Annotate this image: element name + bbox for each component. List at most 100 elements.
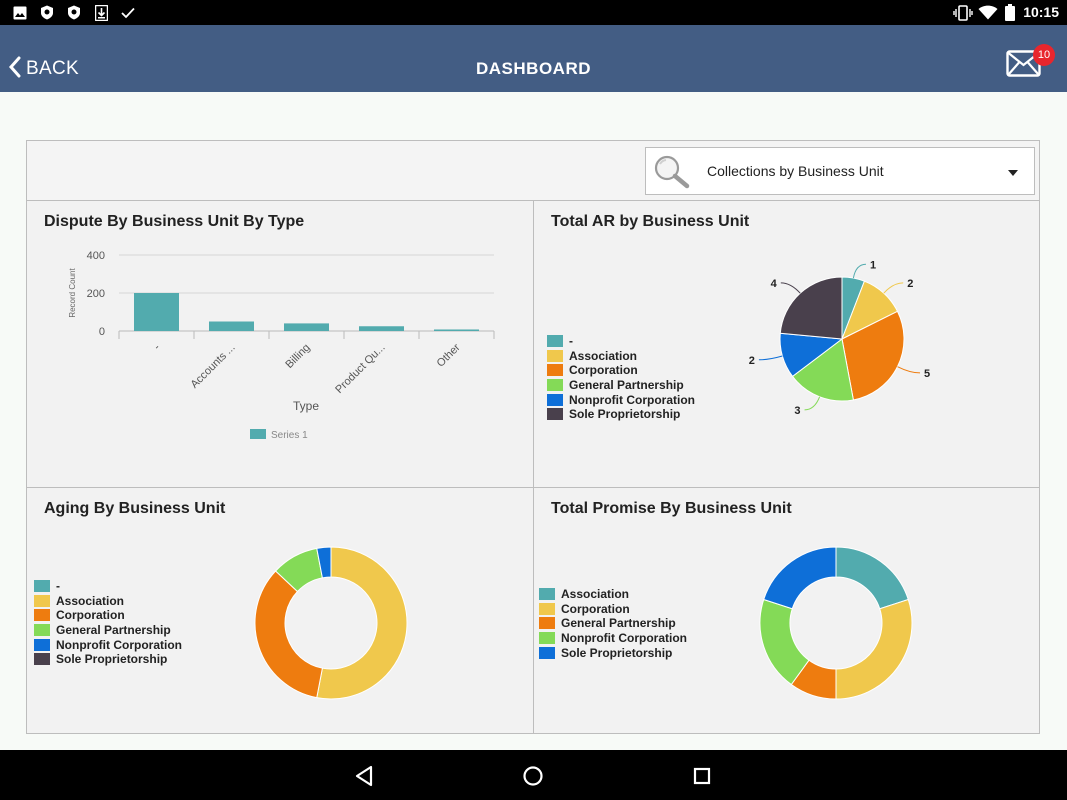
back-label: BACK — [26, 58, 79, 79]
legend-label: Nonprofit Corporation — [561, 631, 687, 646]
dispute-chart-card: Dispute By Business Unit By Type 0 200 400… — [27, 201, 533, 487]
legend-item: Corporation — [547, 363, 695, 378]
legend-item: General Partnership — [547, 378, 695, 393]
legend-swatch — [34, 594, 50, 607]
legend-label: Association — [56, 593, 125, 608]
pie-slice — [779, 276, 843, 340]
bar — [209, 321, 254, 331]
chart-legend: Association Corporation General Partnershi… — [539, 587, 687, 660]
leader-line — [897, 366, 921, 374]
pie-slice — [835, 598, 913, 700]
home-circle-icon[interactable] — [520, 763, 546, 789]
app-bar: BACK DASHBOARD — [0, 25, 1067, 92]
check-icon — [120, 4, 136, 21]
legend-swatch — [539, 617, 555, 630]
status-time: 10:15 — [1023, 4, 1059, 20]
pie-slice — [316, 546, 332, 579]
promise-chart-card: Total Promise By Business Unit Associati… — [534, 488, 1040, 774]
legend-item: Association — [547, 349, 695, 364]
legend-item: Nonprofit Corporation — [547, 392, 695, 407]
data-label: 2 — [907, 278, 913, 290]
notification-badge: 10 — [1033, 44, 1055, 66]
dashboard-selector[interactable]: Collections by Business Unit — [645, 147, 1035, 195]
x-tick-label: Accounts ... — [188, 342, 237, 391]
aging-chart-card: Aging By Business Unit - Association Corpo… — [27, 488, 533, 774]
legend-label: Corporation — [561, 601, 630, 616]
y-tick-label: 200 — [87, 288, 105, 300]
legend-item: General Partnership — [539, 616, 687, 631]
wifi-icon — [978, 4, 998, 21]
legend-label: Corporation — [56, 608, 125, 623]
search-icon — [652, 154, 692, 194]
shield-icon — [66, 4, 82, 21]
battery-icon — [1004, 4, 1016, 21]
download-icon — [93, 4, 109, 21]
data-label: 1 — [870, 259, 876, 271]
divider — [27, 487, 1039, 488]
legend-swatch — [34, 653, 50, 666]
promise-donut-chart — [759, 546, 913, 700]
shield-icon — [39, 4, 55, 21]
legend-swatch — [539, 588, 555, 601]
pie-slice — [841, 310, 905, 401]
dashboard-panel: Collections by Business Unit Dispute By … — [26, 140, 1040, 734]
back-triangle-icon[interactable] — [352, 763, 378, 789]
legend-swatch — [539, 646, 555, 659]
legend-swatch — [34, 638, 50, 651]
legend-item: Association — [539, 587, 687, 602]
selector-value: Collections by Business Unit — [707, 163, 884, 179]
leader-line — [758, 355, 783, 361]
data-label: 3 — [794, 405, 800, 417]
page-title: DASHBOARD — [476, 59, 591, 78]
legend-label: General Partnership — [561, 616, 676, 631]
vibrate-icon — [953, 4, 973, 21]
pie-slice — [316, 546, 408, 700]
legend-item: Sole Proprietorship — [34, 652, 182, 667]
dispute-bar-chart: 0 200 400 Record Count - Accounts ... Billing P… — [68, 250, 495, 441]
legend-swatch — [34, 609, 50, 622]
bar — [134, 293, 179, 331]
legend-item: General Partnership — [34, 623, 182, 638]
legend-swatch — [547, 349, 563, 362]
recents-square-icon[interactable] — [689, 763, 715, 789]
legend-label: Sole Proprietorship — [569, 407, 681, 422]
legend-swatch — [34, 624, 50, 637]
legend-item: - — [547, 334, 695, 349]
pie-slice — [835, 546, 909, 610]
data-label: 5 — [924, 368, 930, 380]
legend-label: General Partnership — [56, 623, 171, 638]
legend-label: Nonprofit Corporation — [569, 392, 695, 407]
legend-item: Sole Proprietorship — [539, 645, 687, 660]
y-axis-label: Record Count — [68, 268, 77, 318]
legend-label: Nonprofit Corporation — [56, 637, 182, 652]
total-ar-pie-chart: 1 2 5 3 2 4 — [749, 259, 930, 417]
chart-title: Dispute By Business Unit By Type — [44, 213, 305, 230]
legend-item: Sole Proprietorship — [547, 407, 695, 422]
x-tick-label: Other — [435, 341, 463, 369]
legend-swatch — [34, 580, 50, 593]
chevron-left-icon — [8, 56, 22, 82]
chart-legend: - Association Corporation General Partnersh… — [547, 334, 695, 422]
total-ar-chart-card: Total AR by Business Unit - Association Co… — [534, 201, 1040, 487]
chart-legend: - Association Corporation General Partnersh… — [34, 579, 182, 667]
legend-swatch — [539, 632, 555, 645]
back-button[interactable]: BACK — [8, 54, 79, 84]
pie-slice — [254, 570, 323, 699]
bar — [359, 326, 404, 331]
legend-item: Association — [34, 594, 182, 609]
y-tick-label: 0 — [99, 326, 105, 338]
chart-title: Aging By Business Unit — [44, 500, 226, 517]
leader-line — [852, 263, 866, 279]
panel-header: Collections by Business Unit — [27, 141, 1039, 201]
image-icon — [12, 4, 28, 21]
legend-swatch — [547, 393, 563, 406]
leader-line — [804, 396, 821, 411]
divider — [533, 201, 534, 733]
legend-item: Nonprofit Corporation — [539, 631, 687, 646]
bar — [284, 323, 329, 331]
legend-item: Corporation — [34, 608, 182, 623]
x-axis-label: Type — [293, 399, 319, 413]
legend-swatch — [547, 364, 563, 377]
leader-line — [780, 282, 801, 294]
navigation-bar — [0, 750, 1067, 800]
